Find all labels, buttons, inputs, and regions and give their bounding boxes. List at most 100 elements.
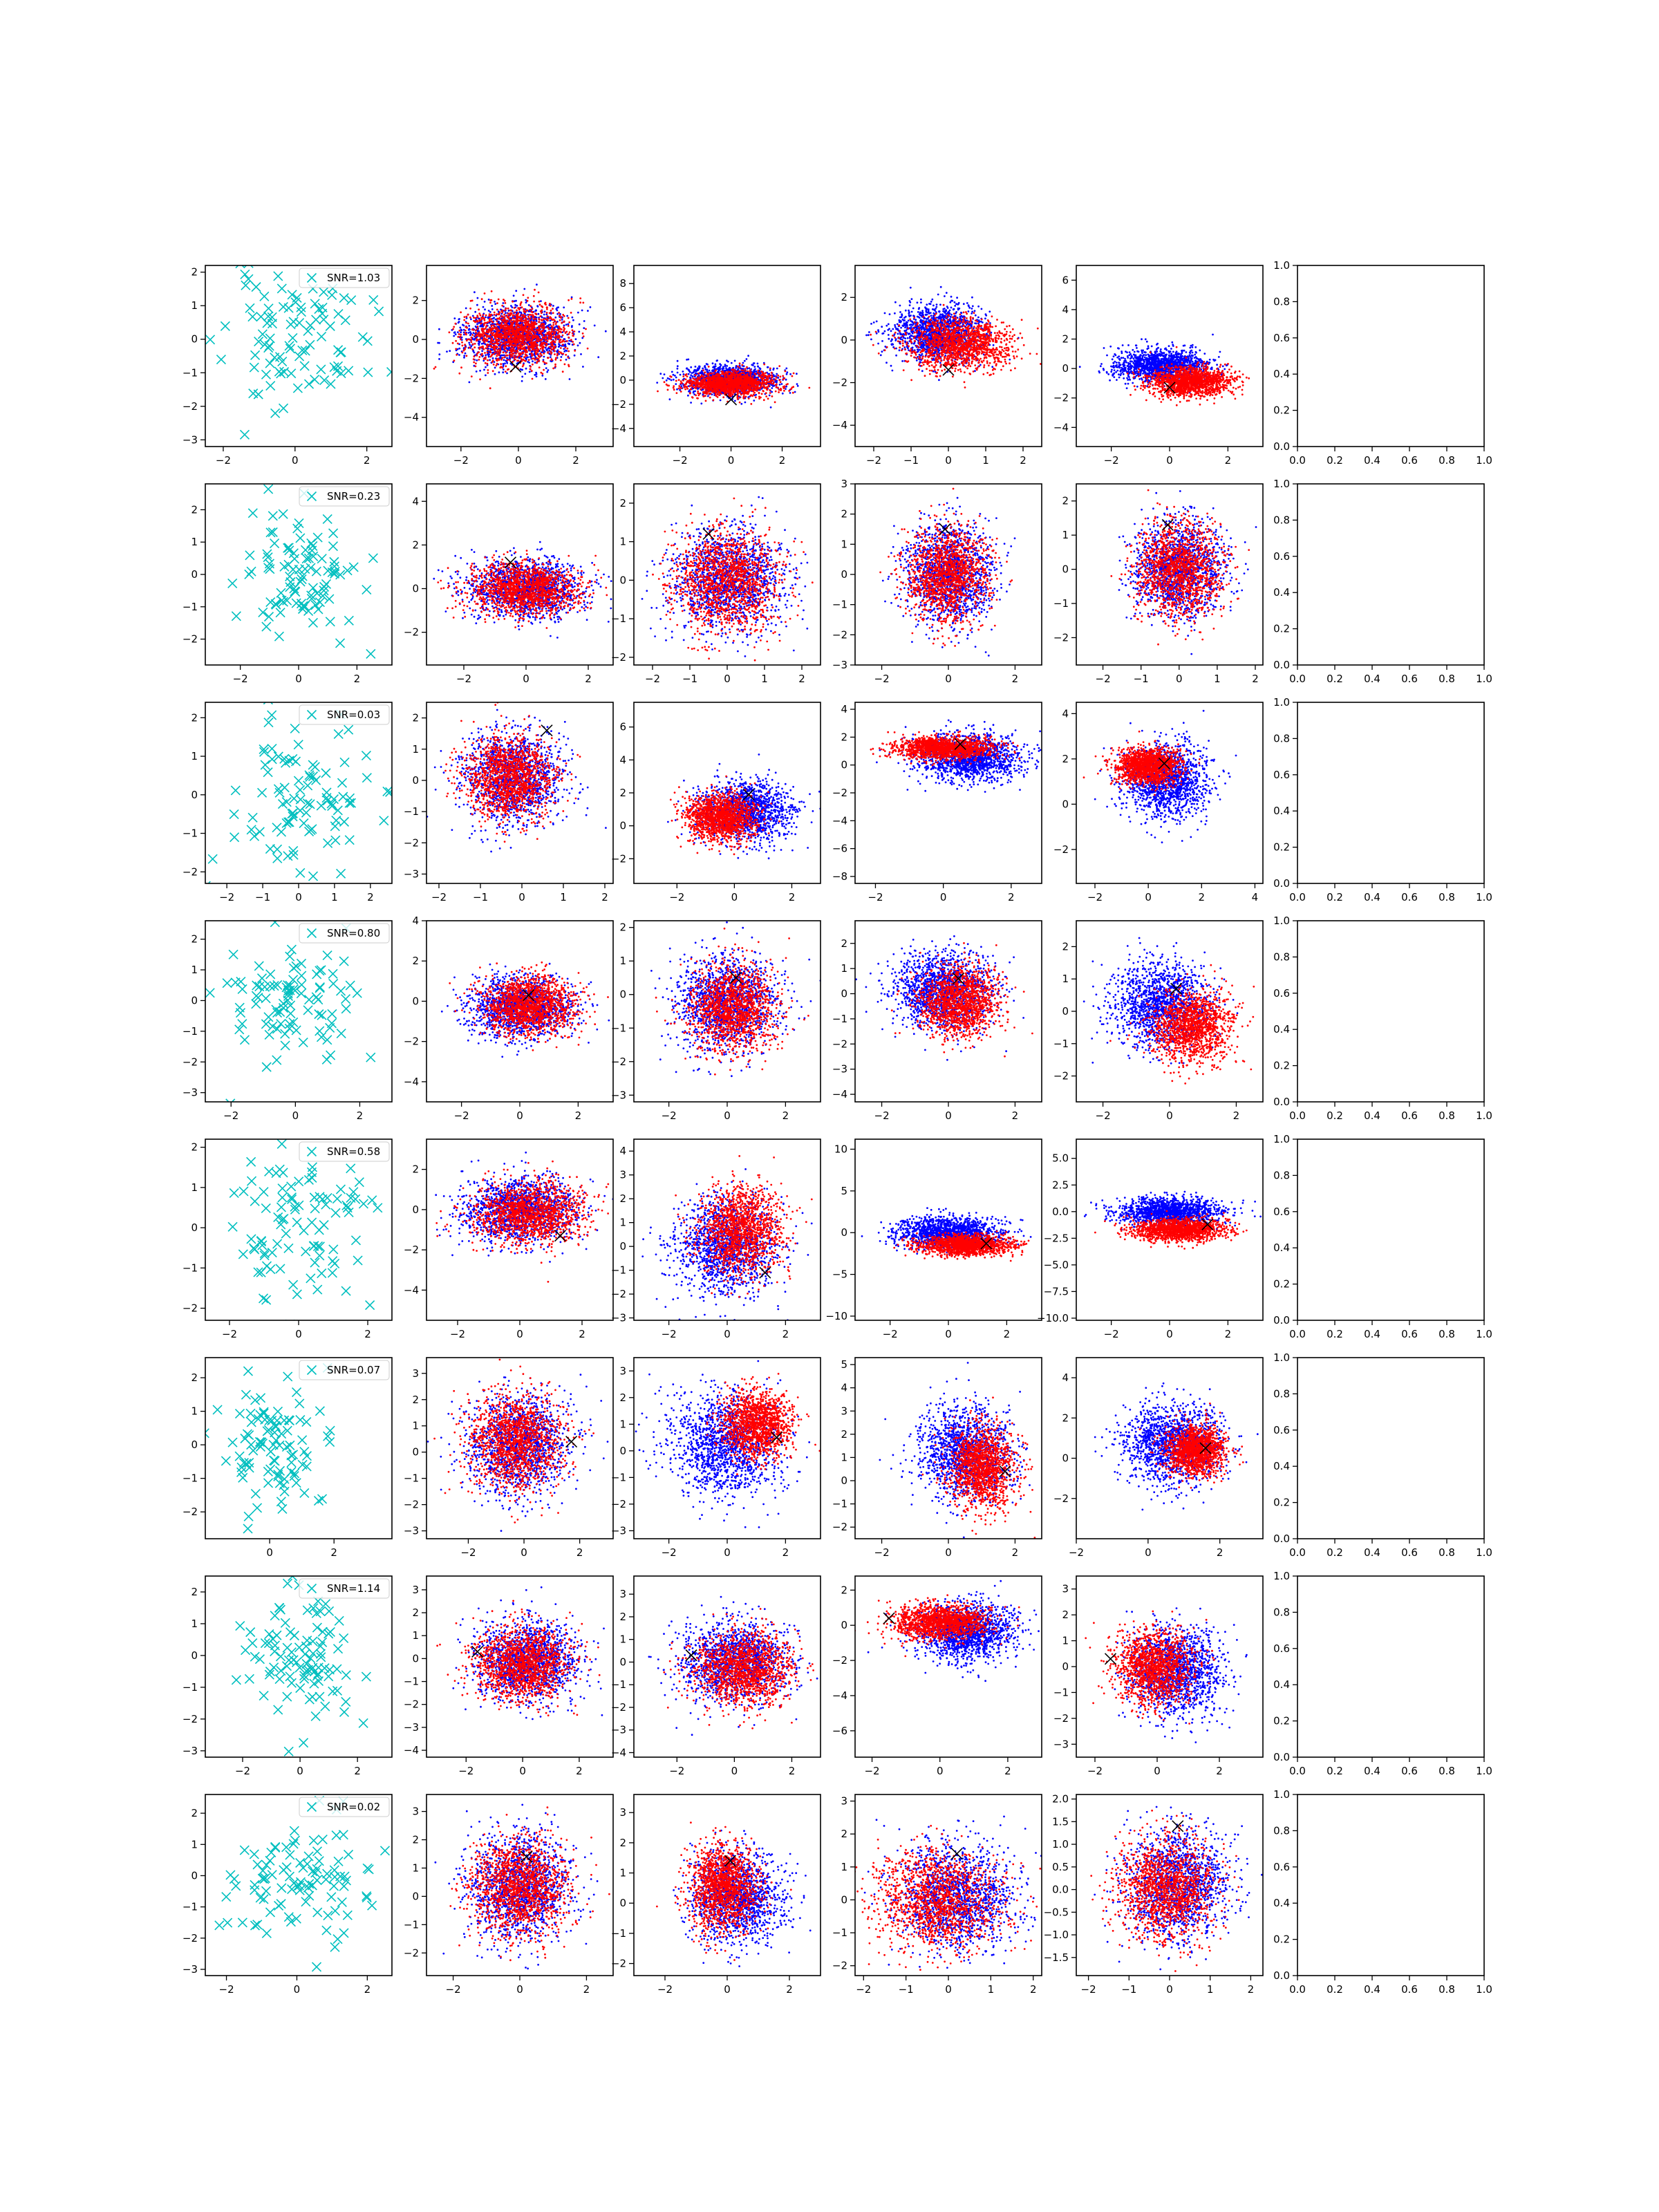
data-point [466, 355, 468, 357]
data-point [460, 329, 462, 331]
data-point [457, 336, 459, 338]
data-point [536, 346, 538, 348]
data-point [503, 314, 505, 316]
data-point [489, 336, 491, 338]
data-point [471, 375, 473, 377]
data-point [543, 323, 545, 325]
data-point [525, 324, 527, 326]
data-point [515, 290, 517, 292]
data-point [475, 332, 477, 334]
data-point [524, 312, 526, 314]
y-tick-label: 2 [412, 294, 419, 307]
data-point [526, 344, 528, 346]
data-point [532, 358, 534, 360]
data-point [486, 334, 488, 336]
data-point [481, 298, 483, 300]
data-point [433, 368, 435, 370]
data-point [568, 337, 570, 339]
data-point [500, 315, 503, 317]
data-point [488, 356, 490, 358]
data-point [508, 310, 510, 312]
data-point [510, 354, 512, 356]
data-point [540, 315, 542, 317]
data-point [765, 375, 767, 377]
data-point [473, 362, 475, 364]
data-point [702, 387, 704, 389]
data-point [521, 348, 523, 350]
data-point [479, 370, 481, 372]
y-tick-label: 0 [191, 333, 198, 346]
data-point [543, 343, 545, 345]
data-point [505, 337, 507, 339]
data-point [529, 341, 531, 344]
data-point [505, 365, 507, 367]
data-point [547, 357, 550, 359]
data-point [525, 342, 527, 344]
data-point [529, 356, 532, 358]
data-point [550, 317, 552, 319]
data-point [502, 312, 504, 314]
data-point [564, 347, 566, 349]
data-point [503, 324, 505, 326]
data-point [732, 393, 734, 395]
data-point [538, 338, 541, 340]
data-point [568, 324, 570, 326]
data-point [505, 352, 507, 354]
data-point [469, 317, 471, 319]
data-point [538, 332, 540, 335]
data-point [554, 328, 556, 330]
data-point [538, 366, 541, 368]
data-point [521, 376, 523, 378]
data-point [496, 363, 498, 365]
data-point [666, 379, 668, 382]
data-point [510, 319, 512, 321]
data-point [455, 340, 457, 342]
data-point [718, 368, 720, 371]
data-point [499, 349, 501, 351]
data-point [535, 318, 537, 320]
data-point [438, 328, 440, 330]
data-point [550, 310, 552, 312]
data-point [487, 341, 489, 343]
data-point [469, 334, 471, 336]
data-point [544, 310, 546, 312]
data-point [702, 395, 704, 397]
data-point [471, 328, 474, 330]
data-point [463, 357, 465, 359]
data-point [554, 364, 556, 366]
data-point [538, 318, 540, 320]
data-point [541, 306, 543, 308]
data-point [583, 320, 585, 322]
data-point [523, 321, 525, 324]
data-point [503, 342, 505, 344]
data-point [507, 312, 509, 315]
data-point [500, 327, 502, 329]
data-point [531, 345, 533, 347]
data-point [505, 331, 507, 333]
data-point [778, 379, 780, 381]
data-point [677, 372, 679, 374]
data-point [573, 344, 575, 346]
data-point [487, 369, 489, 371]
data-point [474, 346, 476, 348]
data-point [677, 365, 679, 367]
data-point [512, 329, 514, 331]
data-point [489, 344, 491, 346]
data-point [533, 357, 535, 359]
data-point [540, 345, 542, 347]
data-point [558, 346, 560, 348]
data-point [532, 324, 534, 326]
data-point [762, 390, 764, 392]
data-point [515, 340, 517, 342]
data-point [700, 371, 702, 373]
data-point [473, 317, 475, 319]
data-point [505, 312, 507, 314]
data-point [478, 344, 480, 346]
data-point [458, 330, 460, 332]
data-point [468, 325, 470, 327]
data-point [519, 345, 521, 347]
legend-label: SNR=1.03 [327, 272, 380, 284]
data-point [506, 328, 508, 330]
data-point [476, 359, 478, 362]
data-point [546, 312, 548, 314]
